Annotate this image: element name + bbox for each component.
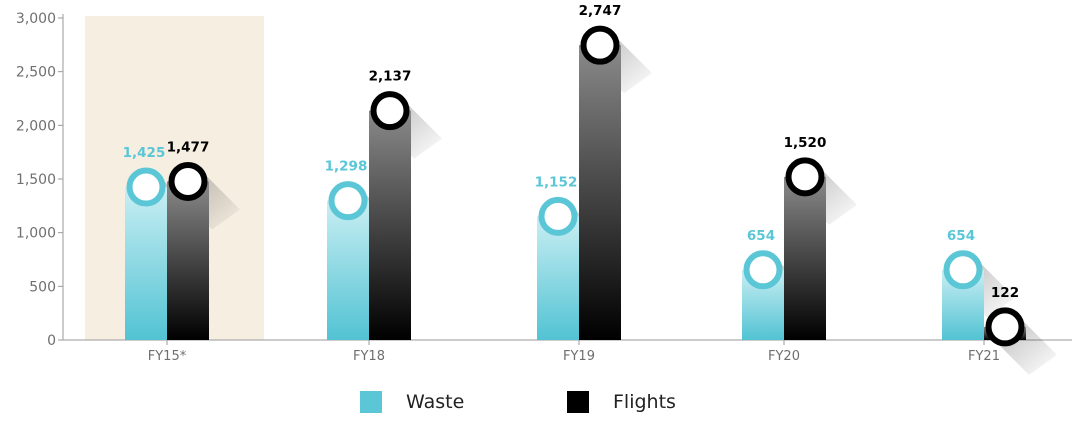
data-label-waste: 1,298 [325, 159, 368, 175]
bar-chart: 0 500 1,000 1,500 2,000 2,500 3,000 FY15* FY18 FY… [16, 3, 1072, 375]
marker-flights [785, 157, 825, 197]
bar-waste [327, 200, 369, 340]
data-label-flights: 122 [991, 285, 1019, 301]
marker-flights [370, 91, 410, 131]
legend-item-waste: Waste [360, 391, 464, 413]
marker-waste [943, 250, 983, 290]
marker-flights [580, 25, 620, 65]
legend-swatch-flights [567, 391, 589, 413]
marker-waste [538, 196, 578, 236]
legend-swatch-waste [360, 391, 382, 413]
x-tick-label: FY20 [768, 349, 800, 364]
x-tick-label: FY18 [353, 349, 385, 364]
bar-flights [167, 181, 209, 340]
data-label-waste: 1,152 [535, 174, 578, 190]
x-tick-label: FY19 [563, 349, 595, 364]
legend-label-flights: Flights [613, 391, 676, 413]
y-tick-label: 1,000 [16, 226, 56, 242]
bar-flights [784, 176, 826, 340]
marker-flights [168, 161, 208, 201]
marker-waste [126, 167, 166, 207]
bar-flights [579, 45, 621, 340]
y-tick-label: 0 [47, 333, 56, 349]
data-label-waste: 1,425 [123, 145, 166, 161]
y-tick-label: 3,000 [16, 11, 56, 27]
marker-waste [743, 250, 783, 290]
data-label-flights: 1,477 [167, 139, 210, 155]
y-tick-label: 2,500 [16, 65, 56, 81]
x-tick-label: FY15* [148, 349, 187, 364]
x-tick-label: FY21 [968, 349, 1000, 364]
data-label-waste: 654 [947, 228, 975, 244]
legend: Waste Flights [0, 391, 1076, 421]
y-tick-label: 2,000 [16, 118, 56, 134]
legend-label-waste: Waste [406, 391, 465, 413]
y-tick-label: 500 [29, 279, 56, 295]
bar-waste [537, 216, 579, 340]
bar-waste [125, 187, 167, 340]
marker-waste [328, 181, 368, 221]
bar-flights [369, 110, 411, 341]
data-label-flights: 2,747 [579, 3, 622, 19]
y-tick-label: 1,500 [16, 172, 56, 188]
legend-item-flights: Flights [567, 391, 676, 413]
data-label-flights: 1,520 [784, 135, 827, 151]
marker-flights [985, 307, 1025, 347]
data-label-flights: 2,137 [369, 69, 412, 85]
data-label-waste: 654 [747, 228, 775, 244]
